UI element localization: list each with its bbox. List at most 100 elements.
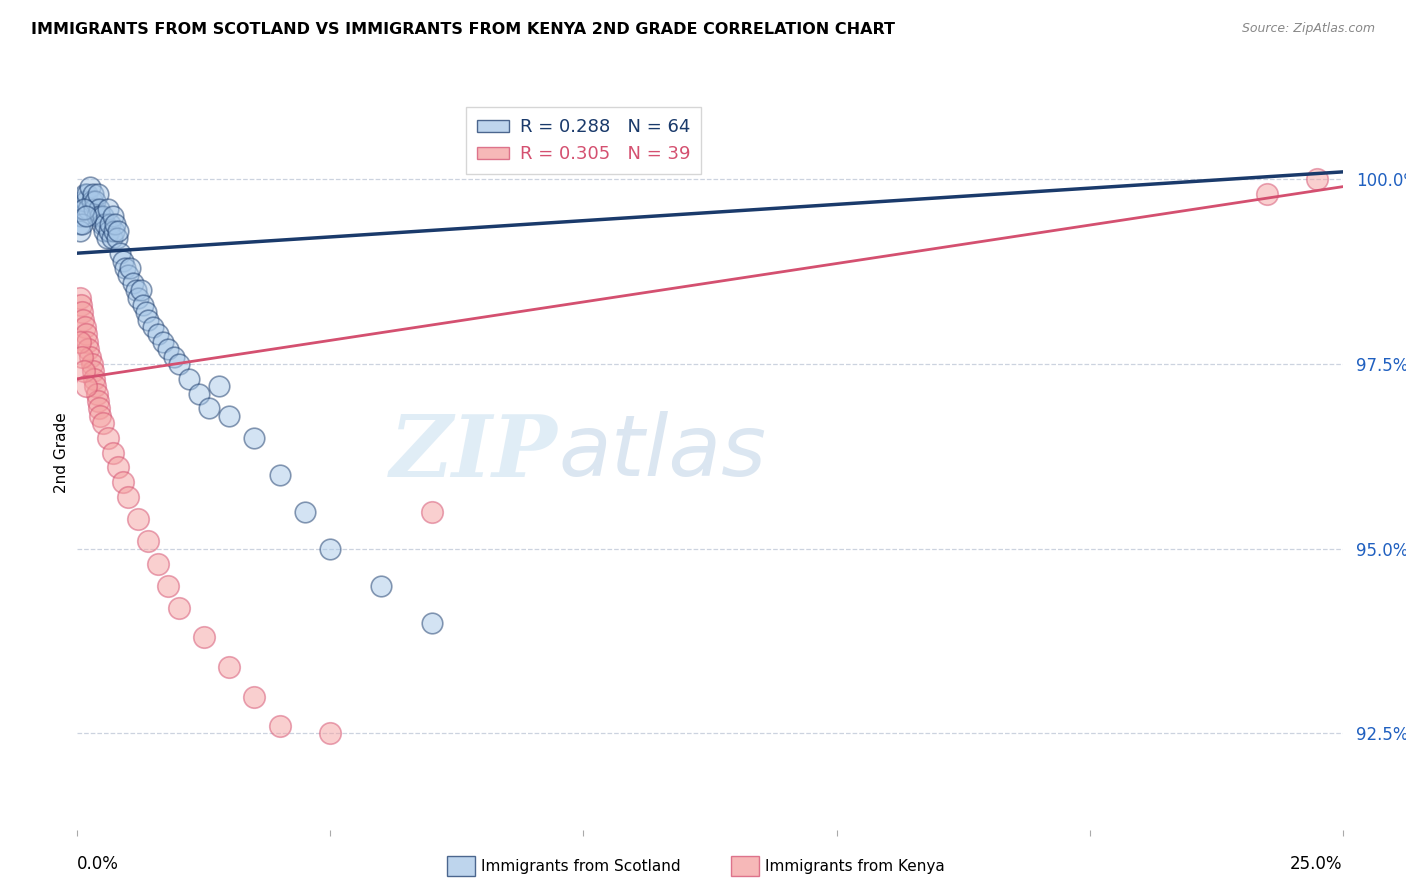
- Point: [89, 409, 111, 423]
- Point: [218, 409, 240, 423]
- Point: [101, 209, 124, 223]
- Point: [70, 298, 93, 312]
- Point: [79, 179, 101, 194]
- Point: [86, 209, 108, 223]
- Point: [94, 217, 117, 231]
- Point: [75, 327, 97, 342]
- Point: [127, 512, 149, 526]
- Point: [142, 320, 165, 334]
- Y-axis label: 2nd Grade: 2nd Grade: [53, 412, 69, 493]
- Point: [124, 283, 146, 297]
- Point: [420, 615, 443, 630]
- Point: [162, 350, 184, 364]
- Point: [135, 305, 157, 319]
- Point: [69, 334, 91, 349]
- Point: [243, 690, 266, 704]
- Point: [1306, 172, 1329, 186]
- Point: [208, 379, 231, 393]
- Point: [103, 224, 125, 238]
- Text: atlas: atlas: [558, 411, 766, 494]
- Point: [76, 187, 98, 202]
- Text: 25.0%: 25.0%: [1291, 855, 1343, 873]
- Point: [101, 446, 124, 460]
- Point: [111, 475, 134, 490]
- Text: Source: ZipAtlas.com: Source: ZipAtlas.com: [1241, 22, 1375, 36]
- Point: [114, 260, 136, 275]
- Point: [136, 312, 159, 326]
- Point: [269, 467, 291, 482]
- Point: [127, 291, 149, 305]
- Point: [87, 401, 110, 416]
- Point: [97, 202, 120, 216]
- Point: [1256, 187, 1278, 202]
- Point: [319, 541, 342, 556]
- Point: [77, 343, 100, 357]
- Point: [167, 357, 190, 371]
- Text: ZIP: ZIP: [391, 411, 558, 494]
- Point: [136, 534, 159, 549]
- Point: [129, 283, 152, 297]
- Point: [70, 209, 93, 223]
- Point: [107, 224, 129, 238]
- Point: [167, 600, 190, 615]
- Text: Immigrants from Kenya: Immigrants from Kenya: [765, 859, 945, 873]
- Point: [243, 431, 266, 445]
- Point: [70, 217, 93, 231]
- Text: IMMIGRANTS FROM SCOTLAND VS IMMIGRANTS FROM KENYA 2ND GRADE CORRELATION CHART: IMMIGRANTS FROM SCOTLAND VS IMMIGRANTS F…: [31, 22, 896, 37]
- Point: [100, 231, 122, 245]
- Point: [89, 209, 111, 223]
- Point: [105, 231, 128, 245]
- Point: [91, 416, 114, 430]
- Point: [83, 202, 105, 216]
- Point: [198, 401, 221, 416]
- Point: [72, 194, 94, 209]
- Point: [91, 209, 114, 223]
- Point: [69, 217, 91, 231]
- Legend: R = 0.288   N = 64, R = 0.305   N = 39: R = 0.288 N = 64, R = 0.305 N = 39: [465, 107, 702, 174]
- Point: [117, 268, 139, 283]
- Point: [370, 579, 392, 593]
- Point: [75, 379, 97, 393]
- Point: [122, 276, 145, 290]
- Point: [86, 386, 108, 401]
- Point: [84, 194, 107, 209]
- Point: [120, 260, 142, 275]
- Point: [69, 224, 91, 238]
- Point: [75, 194, 97, 209]
- Point: [420, 505, 443, 519]
- Point: [110, 246, 132, 260]
- Point: [76, 334, 98, 349]
- Point: [73, 202, 96, 216]
- Point: [218, 660, 240, 674]
- Point: [111, 253, 134, 268]
- Point: [193, 631, 215, 645]
- Point: [177, 372, 200, 386]
- Point: [107, 460, 129, 475]
- Point: [148, 327, 170, 342]
- Point: [148, 557, 170, 571]
- Point: [82, 364, 104, 378]
- Point: [80, 357, 103, 371]
- Text: 0.0%: 0.0%: [77, 855, 120, 873]
- Point: [157, 579, 180, 593]
- Point: [70, 350, 93, 364]
- Point: [157, 343, 180, 357]
- Point: [117, 490, 139, 504]
- Point: [96, 231, 118, 245]
- Point: [80, 194, 103, 209]
- Point: [97, 224, 120, 238]
- Point: [72, 312, 94, 326]
- Point: [87, 202, 110, 216]
- Point: [90, 217, 112, 231]
- Point: [187, 386, 209, 401]
- Point: [75, 209, 97, 223]
- Point: [83, 372, 105, 386]
- Point: [72, 202, 94, 216]
- Point: [86, 187, 108, 202]
- Point: [269, 719, 291, 733]
- Point: [73, 187, 96, 202]
- Point: [152, 334, 174, 349]
- Point: [82, 187, 104, 202]
- Point: [93, 224, 115, 238]
- Point: [79, 350, 101, 364]
